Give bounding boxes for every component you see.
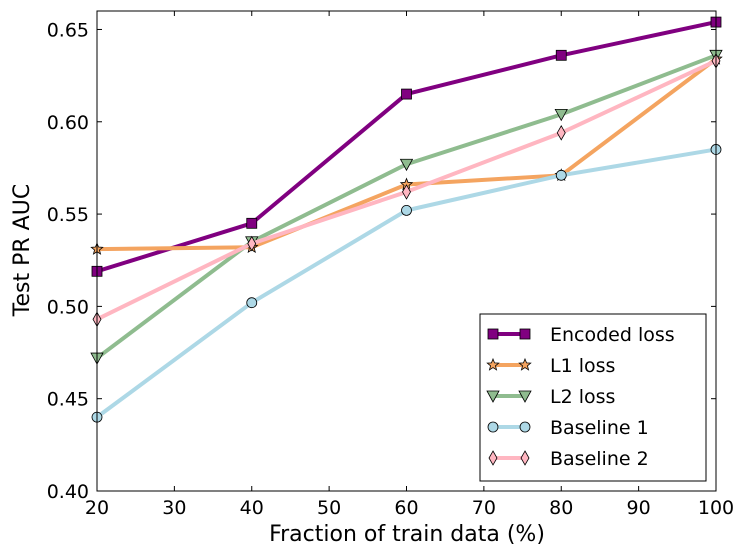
legend-marker-l1-loss (518, 357, 532, 371)
data-point-baseline-2 (556, 125, 566, 141)
data-point-l2-loss (399, 158, 414, 172)
y-tick-label: 0.65 (47, 19, 89, 41)
legend-marker-baseline-1 (519, 421, 531, 433)
x-tick-label: 100 (698, 497, 734, 519)
legend-label-l1-loss: L1 loss (550, 355, 615, 377)
legend-marker-baseline-1 (487, 421, 499, 433)
data-point-baseline-1 (401, 204, 412, 216)
data-point-baseline-2 (247, 235, 257, 252)
axes-layer: 20 30 40 50 60 70 80 90 100 0.40 0.45 0.50 0.55 0.60 0… (47, 10, 734, 519)
x-tick-label: 50 (317, 497, 341, 519)
y-tick-label: 0.45 (47, 389, 89, 411)
legend-marker-l2-loss (486, 390, 500, 403)
series-baseline-2 (92, 53, 721, 328)
x-axis-label: Fraction of train data (%) (269, 522, 545, 547)
legend-marker-baseline-2 (488, 450, 498, 466)
x-tick-label: 80 (549, 497, 573, 519)
legend-label-l2-loss: L2 loss (550, 386, 615, 408)
data-point-encoded-loss (555, 49, 567, 61)
legend-marker-l2-loss (518, 390, 532, 403)
x-tick-label: 40 (240, 497, 264, 519)
legend-marker-l1-loss (486, 357, 500, 371)
y-tick-label: 0.55 (47, 204, 89, 226)
y-axis-label: Test PR AUC (10, 184, 35, 317)
legend-label-baseline-2: Baseline 2 (550, 448, 649, 470)
y-tick-label: 0.60 (47, 112, 89, 134)
legend-label-baseline-1: Baseline 1 (550, 417, 649, 439)
y-tick-label: 0.40 (47, 481, 89, 503)
x-tick-label: 20 (85, 497, 109, 519)
legend-marker-baseline-2 (520, 450, 530, 466)
data-point-baseline-1 (555, 169, 567, 181)
legend: Encoded loss L1 loss L2 loss Baseline 1 Base… (479, 313, 707, 482)
x-tick-label: 60 (394, 497, 418, 519)
x-tick-label: 90 (627, 497, 651, 519)
y-tick-label: 0.50 (47, 296, 89, 318)
data-point-l2-loss (554, 108, 568, 122)
data-point-encoded-loss (246, 217, 258, 229)
x-tick-label: 70 (472, 497, 496, 519)
legend-marker-encoded-loss (519, 328, 531, 340)
data-point-baseline-2 (402, 184, 411, 200)
series-layer (90, 16, 723, 423)
legend-marker-encoded-loss (487, 328, 499, 340)
data-point-encoded-loss (401, 88, 412, 100)
data-point-baseline-1 (246, 297, 258, 309)
x-tick-label: 30 (162, 497, 186, 519)
legend-label-encoded-loss: Encoded loss (550, 324, 675, 346)
